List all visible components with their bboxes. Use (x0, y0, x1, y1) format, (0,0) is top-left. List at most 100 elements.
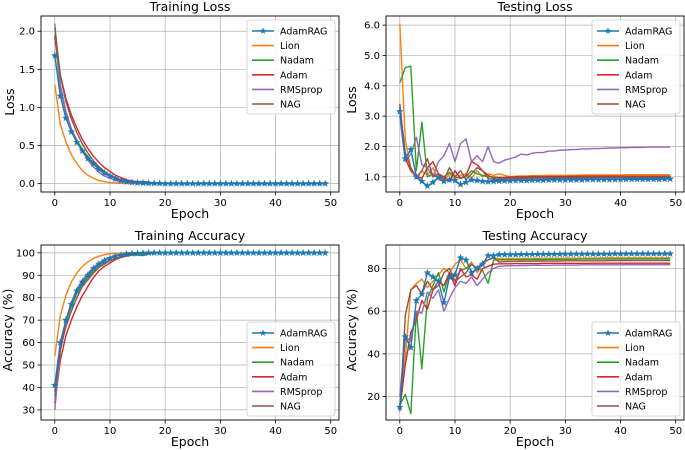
training-accuracy-marker-adamrag-33 (233, 248, 241, 257)
training-loss-marker-adamrag-3 (67, 127, 76, 136)
testing-accuracy-marker-adamrag-9 (445, 272, 454, 281)
training-loss-marker-adamrag-35 (244, 179, 252, 187)
testing-loss-legend-label-lion: Lion (625, 41, 645, 52)
training-loss-marker-adamrag-29 (210, 179, 219, 187)
training-accuracy-marker-adamrag-39 (266, 248, 274, 257)
testing-accuracy-marker-adamrag-0 (395, 403, 404, 411)
testing-accuracy-ytick-label-0: 20 (367, 392, 380, 403)
testing-loss-legend-label-adamrag: AdamRAG (625, 27, 672, 38)
training-loss-marker-adamrag-8 (95, 165, 103, 173)
training-loss-ytick-label-1: 0.5 (19, 141, 35, 152)
testing-accuracy-marker-adamrag-18 (495, 250, 503, 258)
training-accuracy-panel: Training Accuracy Epoch Accuracy (%) 0 10… (0, 228, 340, 449)
testing-loss-xlabel: Epoch (516, 206, 554, 221)
training-loss-marker-adamrag-44 (293, 179, 302, 187)
testing-accuracy-marker-adamrag-25 (533, 250, 542, 258)
training-accuracy-marker-adamrag-5 (78, 277, 87, 286)
training-accuracy-marker-adamrag-38 (260, 248, 269, 257)
testing-loss-legend-box (591, 19, 681, 115)
training-loss-marker-adamrag-25 (188, 179, 197, 187)
testing-accuracy-legend: AdamRAG Lion Nadam Adam RMSprop NAG (591, 321, 681, 417)
training-loss-marker-adamrag-24 (183, 179, 192, 187)
training-loss-legend-marker-adamrag (259, 27, 267, 34)
testing-accuracy-xtick-label-5: 50 (669, 426, 682, 437)
testing-accuracy-xtick-label-1: 10 (449, 426, 462, 437)
testing-loss-marker-adamrag-7 (434, 173, 443, 181)
testing-accuracy-xlabel: Epoch (516, 434, 554, 449)
testing-accuracy-marker-adamrag-35 (589, 249, 597, 258)
training-loss-legend-label-nadam: Nadam (280, 56, 314, 67)
testing-loss-xtick-label-3: 30 (559, 198, 572, 209)
testing-loss-ytick-label-0: 1.0 (364, 172, 380, 183)
training-loss-xtick-label-2: 20 (159, 198, 172, 209)
testing-loss-marker-adamrag-6 (429, 178, 437, 186)
training-accuracy-marker-adamrag-8 (95, 260, 103, 268)
training-accuracy-marker-adamrag-11 (111, 252, 120, 260)
training-loss-axes-frame (40, 15, 340, 193)
testing-accuracy-marker-adamrag-15 (478, 260, 487, 268)
training-accuracy-marker-adamrag-42 (282, 248, 291, 257)
training-accuracy-ytick-label-6: 90 (22, 271, 35, 282)
testing-accuracy-marker-adamrag-17 (489, 251, 498, 259)
training-accuracy-legend-label-lion: Lion (280, 343, 300, 354)
testing-loss-legend: AdamRAG Lion Nadam Adam RMSprop NAG (591, 19, 681, 115)
training-loss-marker-adamrag-17 (144, 179, 153, 187)
testing-accuracy-marker-adamrag-32 (572, 249, 581, 258)
testing-accuracy-axes-frame (385, 244, 685, 421)
training-loss-marker-adamrag-7 (89, 159, 98, 168)
testing-loss-marker-adamrag-9 (445, 175, 454, 184)
testing-accuracy-legend-label-adam: Adam (625, 372, 652, 383)
training-loss-marker-adamrag-49 (321, 179, 330, 187)
testing-accuracy-marker-adamrag-46 (649, 249, 658, 258)
training-loss-ytick-label-4: 2.0 (19, 27, 35, 38)
testing-loss-marker-adamrag-10 (451, 176, 459, 184)
training-accuracy-legend-marker-adamrag (259, 329, 267, 336)
training-loss-marker-adamrag-1 (56, 91, 65, 100)
testing-accuracy-legend-label-nag: NAG (625, 402, 646, 413)
testing-accuracy-marker-adamrag-12 (462, 255, 470, 264)
testing-loss-marker-adamrag-13 (467, 175, 476, 184)
training-loss-marker-adamrag-48 (315, 179, 324, 187)
training-loss-marker-adamrag-41 (277, 179, 285, 187)
testing-accuracy-legend-label-adamrag: AdamRAG (625, 329, 672, 340)
training-accuracy-marker-adamrag-35 (244, 248, 252, 257)
training-accuracy-legend-label-adamrag: AdamRAG (280, 329, 327, 340)
training-accuracy-marker-adamrag-41 (277, 248, 285, 257)
training-loss-marker-adamrag-23 (177, 179, 186, 187)
testing-accuracy-marker-adamrag-49 (666, 249, 675, 258)
training-accuracy-marker-adamrag-36 (249, 248, 258, 257)
testing-loss-xtick-label-1: 10 (449, 198, 462, 209)
training-accuracy-marker-adamrag-2 (61, 316, 70, 324)
training-accuracy-xtick-label-3: 30 (214, 426, 227, 437)
testing-accuracy-marker-adamrag-48 (660, 249, 669, 258)
training-accuracy-marker-adamrag-22 (172, 248, 181, 257)
testing-loss-xtick-label-4: 40 (614, 198, 627, 209)
testing-accuracy-marker-adamrag-1 (401, 332, 410, 341)
training-accuracy-marker-adamrag-23 (177, 248, 186, 257)
training-loss-legend-label-adamrag: AdamRAG (280, 27, 327, 38)
training-loss-marker-adamrag-39 (266, 179, 274, 187)
testing-loss-marker-adamrag-5 (423, 181, 432, 190)
training-accuracy-marker-adamrag-29 (210, 248, 219, 257)
testing-accuracy-marker-adamrag-13 (467, 268, 476, 277)
training-accuracy-marker-adamrag-48 (315, 248, 324, 257)
testing-accuracy-xtick-label-3: 30 (559, 426, 572, 437)
training-accuracy-xtick-label-4: 40 (269, 426, 282, 437)
testing-accuracy-marker-adamrag-5 (423, 268, 432, 277)
training-loss-legend-label-adam: Adam (280, 70, 307, 81)
training-loss-marker-adamrag-5 (78, 146, 87, 155)
training-accuracy-xtick-label-1: 10 (104, 426, 117, 437)
training-accuracy-marker-adamrag-25 (188, 248, 197, 257)
training-loss-xtick-label-0: 0 (52, 198, 58, 209)
training-loss-marker-adamrag-45 (299, 179, 307, 187)
testing-loss-line-nag (399, 106, 671, 181)
testing-accuracy-legend-label-rmsprop: RMSprop (625, 387, 667, 398)
testing-loss-ytick-label-4: 5.0 (364, 51, 380, 62)
training-accuracy-marker-adamrag-31 (222, 248, 230, 257)
training-loss-legend-label-lion: Lion (280, 41, 300, 52)
testing-accuracy-ytick-label-3: 80 (367, 264, 380, 275)
training-accuracy-marker-adamrag-28 (205, 248, 214, 257)
testing-accuracy-marker-adamrag-2 (406, 343, 415, 351)
training-accuracy-marker-adamrag-27 (199, 248, 208, 257)
testing-loss-legend-marker-adamrag (604, 27, 612, 34)
